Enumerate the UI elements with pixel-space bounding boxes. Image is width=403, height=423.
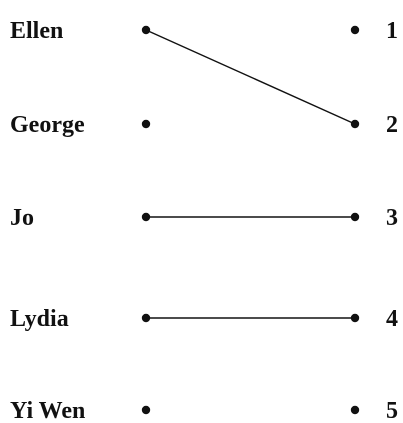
left-dot-yi-wen — [141, 405, 151, 415]
left-dot-jo — [141, 212, 151, 222]
connection-ellen-to-2 — [145, 29, 356, 125]
left-label-ellen: Ellen — [10, 18, 63, 44]
left-column: Ellen George Jo Lydia Yi Wen — [10, 18, 151, 423]
left-dot-lydia — [141, 313, 151, 323]
right-label-3: 3 — [386, 205, 398, 231]
right-label-2: 2 — [386, 112, 398, 138]
right-label-5: 5 — [386, 398, 398, 423]
right-dot-1 — [350, 25, 360, 35]
connection-lines — [145, 29, 356, 319]
left-dot-george — [141, 119, 151, 129]
right-column: 1 2 3 4 5 — [350, 18, 398, 423]
left-label-yi-wen: Yi Wen — [10, 398, 85, 423]
right-dot-3 — [350, 212, 360, 222]
left-label-lydia: Lydia — [10, 306, 69, 332]
right-label-1: 1 — [386, 18, 398, 44]
right-dot-2 — [350, 119, 360, 129]
right-dot-4 — [350, 313, 360, 323]
left-label-jo: Jo — [10, 205, 34, 231]
left-label-george: George — [10, 112, 85, 138]
right-dot-5 — [350, 405, 360, 415]
right-label-4: 4 — [386, 306, 398, 332]
left-dot-ellen — [141, 25, 151, 35]
